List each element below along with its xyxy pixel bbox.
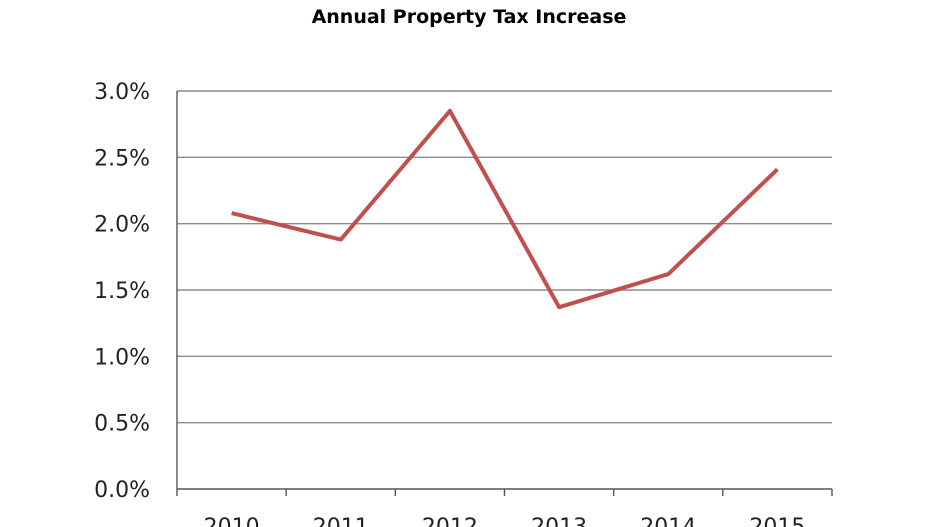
- y-tick-label: 2.0%: [94, 213, 150, 238]
- data-series: [231, 108, 779, 310]
- axes: [176, 91, 833, 496]
- y-tick-label: 3.0%: [94, 80, 150, 105]
- x-tick-label: 2015: [749, 515, 805, 527]
- x-tick-label: 2010: [204, 515, 260, 527]
- x-tick-label: 2014: [640, 515, 696, 527]
- y-tick-label: 0.5%: [94, 412, 150, 437]
- x-tick-label: 2012: [422, 515, 478, 527]
- y-tick-label: 1.0%: [94, 345, 150, 370]
- y-tick-label: 1.5%: [94, 279, 150, 304]
- gridlines: [177, 90, 832, 424]
- x-tick-label: 2011: [313, 515, 369, 527]
- y-tick-label: 0.0%: [94, 478, 150, 503]
- series-line: [231, 108, 779, 310]
- chart-title: Annual Property Tax Increase: [312, 6, 627, 28]
- x-tick-labels: 2010 2011 2012 2013 2014 2015: [204, 515, 806, 527]
- x-tick-label: 2013: [531, 515, 587, 527]
- y-tick-label: 2.5%: [94, 146, 150, 171]
- y-tick-labels: 0.0% 0.5% 1.0% 1.5% 2.0% 2.5% 3.0%: [94, 80, 150, 503]
